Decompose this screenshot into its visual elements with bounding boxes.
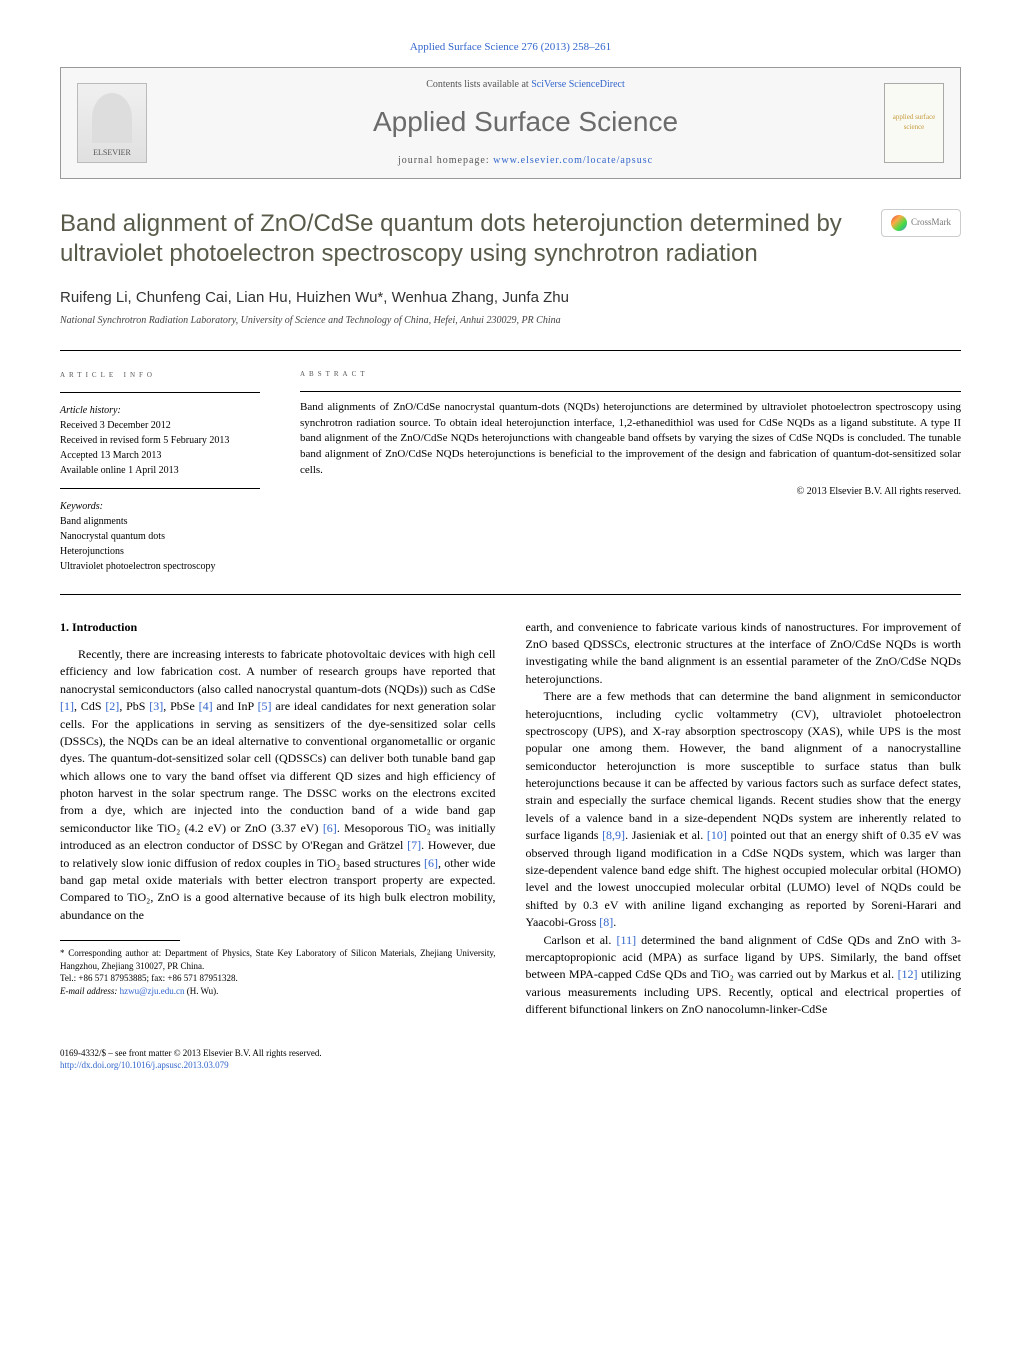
- p1a: Recently, there are increasing interests…: [60, 647, 496, 696]
- cite-11[interactable]: [11]: [617, 933, 637, 947]
- cite-6[interactable]: [6]: [323, 821, 337, 835]
- affiliation: National Synchrotron Radiation Laborator…: [60, 314, 961, 328]
- p1f: are ideal candidates for next generation…: [60, 699, 496, 835]
- p3c: pointed out that an energy shift of 0.35…: [526, 828, 962, 929]
- p1b: , CdS: [74, 699, 105, 713]
- divider-abstract: [300, 391, 961, 392]
- cover-text: applied surface science: [889, 113, 939, 133]
- email-suffix: (H. Wu).: [184, 986, 218, 996]
- p3a: There are a few methods that can determi…: [526, 689, 962, 842]
- keywords-title: Keywords:: [60, 499, 260, 514]
- footer-copyright: 0169-4332/$ – see front matter © 2013 El…: [60, 1047, 961, 1060]
- divider-info: [60, 392, 260, 393]
- email-label: E-mail address:: [60, 986, 120, 996]
- body-columns: 1. Introduction Recently, there are incr…: [60, 619, 961, 1019]
- homepage-prefix: journal homepage:: [398, 155, 493, 166]
- cite-6b[interactable]: [6]: [424, 856, 438, 870]
- header-citation: Applied Surface Science 276 (2013) 258–2…: [60, 40, 961, 55]
- abstract-copyright: © 2013 Elsevier B.V. All rights reserved…: [300, 485, 961, 499]
- history-title: Article history:: [60, 403, 260, 418]
- contents-prefix: Contents lists available at: [426, 79, 531, 90]
- p3b: . Jasieniak et al.: [625, 828, 707, 842]
- paragraph-1: Recently, there are increasing interests…: [60, 646, 496, 924]
- corresponding-tel: Tel.: +86 571 87953885; fax: +86 571 879…: [60, 972, 496, 985]
- cite-10[interactable]: [10]: [707, 828, 727, 842]
- authors: Ruifeng Li, Chunfeng Cai, Lian Hu, Huizh…: [60, 287, 961, 308]
- abstract-column: ABSTRACT Band alignments of ZnO/CdSe nan…: [300, 367, 961, 574]
- title-row: Band alignment of ZnO/CdSe quantum dots …: [60, 209, 961, 269]
- contents-line: Contents lists available at SciVerse Sci…: [167, 78, 884, 92]
- abstract-text: Band alignments of ZnO/CdSe nanocrystal …: [300, 400, 961, 480]
- journal-name: Applied Surface Science: [167, 102, 884, 141]
- paragraph-2: earth, and convenience to fabricate vari…: [526, 619, 962, 689]
- crossmark-badge[interactable]: CrossMark: [881, 209, 961, 237]
- publisher-name: ELSEVIER: [93, 147, 131, 158]
- cite-89[interactable]: [8,9]: [602, 828, 625, 842]
- header-box: ELSEVIER Contents lists available at Sci…: [60, 67, 961, 178]
- divider-top: [60, 350, 961, 351]
- online-date: Available online 1 April 2013: [60, 463, 260, 478]
- meta-row: ARTICLE INFO Article history: Received 3…: [60, 367, 961, 574]
- keyword-0: Band alignments: [60, 514, 260, 529]
- p1c: , PbS: [119, 699, 149, 713]
- p3d: .: [613, 915, 616, 929]
- accepted-date: Accepted 13 March 2013: [60, 448, 260, 463]
- keyword-2: Heterojunctions: [60, 544, 260, 559]
- homepage-line: journal homepage: www.elsevier.com/locat…: [167, 154, 884, 168]
- crossmark-label: CrossMark: [911, 216, 951, 229]
- divider-keywords: [60, 488, 260, 489]
- paragraph-4: Carlson et al. [11] determined the band …: [526, 932, 962, 1019]
- cite-8[interactable]: [8]: [599, 915, 613, 929]
- revised-date: Received in revised form 5 February 2013: [60, 433, 260, 448]
- elsevier-tree-icon: [92, 93, 132, 143]
- cite-1[interactable]: [1]: [60, 699, 74, 713]
- received-date: Received 3 December 2012: [60, 418, 260, 433]
- p4a: Carlson et al.: [544, 933, 617, 947]
- crossmark-icon: [891, 215, 907, 231]
- keyword-3: Ultraviolet photoelectron spectroscopy: [60, 559, 260, 574]
- article-info-column: ARTICLE INFO Article history: Received 3…: [60, 367, 260, 574]
- p1d: , PbSe: [163, 699, 198, 713]
- cite-3[interactable]: [3]: [149, 699, 163, 713]
- doi-link[interactable]: http://dx.doi.org/10.1016/j.apsusc.2013.…: [60, 1060, 229, 1070]
- corresponding-author: * Corresponding author at: Department of…: [60, 947, 496, 972]
- keyword-1: Nanocrystal quantum dots: [60, 529, 260, 544]
- p1e: and InP: [213, 699, 258, 713]
- corresponding-email-line: E-mail address: hzwu@zju.edu.cn (H. Wu).: [60, 985, 496, 998]
- header-center: Contents lists available at SciVerse Sci…: [167, 78, 884, 167]
- cite-2[interactable]: [2]: [105, 699, 119, 713]
- article-info-heading: ARTICLE INFO: [60, 367, 260, 382]
- elsevier-logo: ELSEVIER: [77, 83, 147, 163]
- cite-4[interactable]: [4]: [199, 699, 213, 713]
- homepage-link[interactable]: www.elsevier.com/locate/apsusc: [493, 155, 653, 166]
- footnote-divider: [60, 940, 180, 941]
- paragraph-3: There are a few methods that can determi…: [526, 688, 962, 931]
- article-title: Band alignment of ZnO/CdSe quantum dots …: [60, 209, 881, 269]
- journal-cover-thumb: applied surface science: [884, 83, 944, 163]
- sciencedirect-link[interactable]: SciVerse ScienceDirect: [531, 79, 625, 90]
- section-1-heading: 1. Introduction: [60, 619, 496, 636]
- footnote-block: * Corresponding author at: Department of…: [60, 947, 496, 997]
- email-link[interactable]: hzwu@zju.edu.cn: [120, 986, 185, 996]
- abstract-heading: ABSTRACT: [300, 367, 961, 381]
- page-footer: 0169-4332/$ – see front matter © 2013 El…: [60, 1047, 961, 1072]
- divider-bottom: [60, 594, 961, 595]
- cite-12[interactable]: [12]: [898, 967, 918, 981]
- cite-7[interactable]: [7]: [407, 838, 421, 852]
- cite-5[interactable]: [5]: [258, 699, 272, 713]
